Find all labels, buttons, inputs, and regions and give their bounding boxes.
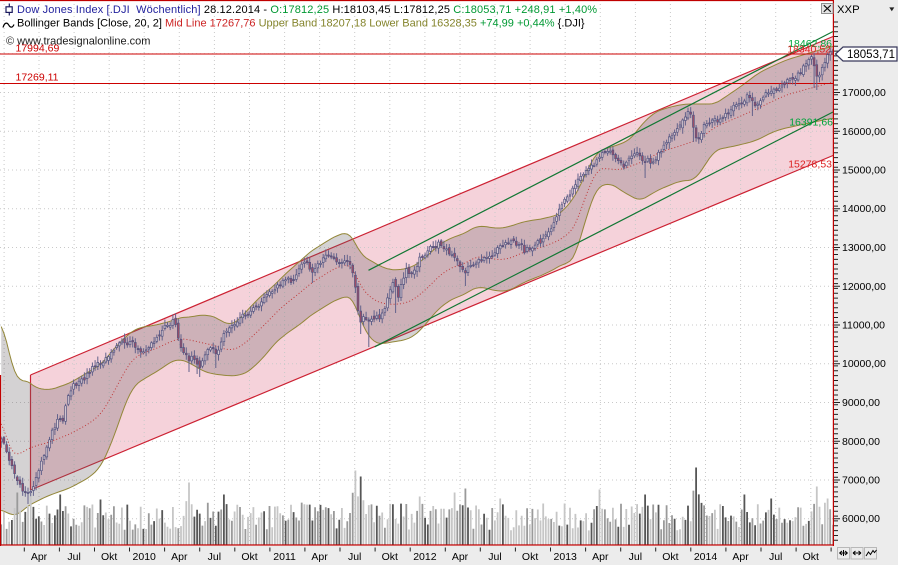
svg-text:2010: 2010: [133, 551, 157, 563]
svg-text:2014: 2014: [694, 551, 718, 563]
svg-text:Bollinger Bands [Close, 20, 2]: Bollinger Bands [Close, 20, 2] Mid Line …: [17, 18, 585, 30]
svg-text:11000,00: 11000,00: [842, 320, 885, 332]
svg-text:Jul: Jul: [67, 551, 80, 563]
svg-text:XXP: XXP: [837, 4, 860, 16]
svg-text:Okt: Okt: [101, 551, 117, 563]
svg-text:8000,00: 8000,00: [842, 436, 880, 448]
svg-text:Jul: Jul: [769, 551, 782, 563]
svg-text:2013: 2013: [554, 551, 578, 563]
svg-text:© www.tradesignalonline.com: © www.tradesignalonline.com: [6, 36, 150, 48]
svg-text:7000,00: 7000,00: [842, 475, 880, 487]
svg-text:18053,71: 18053,71: [847, 49, 895, 61]
svg-text:14000,00: 14000,00: [842, 203, 886, 215]
svg-text:Okt: Okt: [241, 551, 257, 563]
svg-text:Okt: Okt: [382, 551, 398, 563]
svg-text:17269,11: 17269,11: [16, 72, 59, 84]
svg-text:18462,86: 18462,86: [788, 38, 832, 50]
svg-text:12000,00: 12000,00: [842, 281, 886, 293]
svg-text:15278,53: 15278,53: [788, 159, 832, 171]
svg-text:Apr: Apr: [311, 551, 328, 563]
svg-text:10000,00: 10000,00: [842, 358, 886, 370]
svg-text:Jul: Jul: [348, 551, 361, 563]
svg-text:16391,66: 16391,66: [789, 117, 833, 129]
svg-text:16000,00: 16000,00: [842, 126, 886, 138]
svg-text:18340,52: 18340,52: [787, 44, 831, 56]
svg-text:Apr: Apr: [732, 551, 749, 563]
svg-text:Apr: Apr: [171, 551, 188, 563]
svg-text:Jul: Jul: [208, 551, 221, 563]
svg-text:6000,00: 6000,00: [842, 513, 880, 525]
svg-text:15000,00: 15000,00: [842, 165, 886, 177]
svg-text:2012: 2012: [413, 551, 437, 563]
svg-text:Apr: Apr: [31, 551, 48, 563]
svg-text:Okt: Okt: [662, 551, 678, 563]
svg-text:Jul: Jul: [488, 551, 501, 563]
svg-text:Apr: Apr: [592, 551, 609, 563]
svg-text:13000,00: 13000,00: [842, 242, 886, 254]
svg-text:Apr: Apr: [452, 551, 469, 563]
svg-text:Okt: Okt: [803, 551, 819, 563]
svg-text:9000,00: 9000,00: [842, 397, 880, 409]
svg-text:Jul: Jul: [629, 551, 642, 563]
svg-text:Dow Jones Index [.DJI Wöchent: Dow Jones Index [.DJI Wöchentlich] 28.12…: [17, 4, 597, 16]
svg-text:17000,00: 17000,00: [842, 87, 886, 99]
svg-text:Okt: Okt: [522, 551, 538, 563]
svg-text:17994,69: 17994,69: [16, 43, 60, 55]
svg-text:2011: 2011: [273, 551, 296, 563]
